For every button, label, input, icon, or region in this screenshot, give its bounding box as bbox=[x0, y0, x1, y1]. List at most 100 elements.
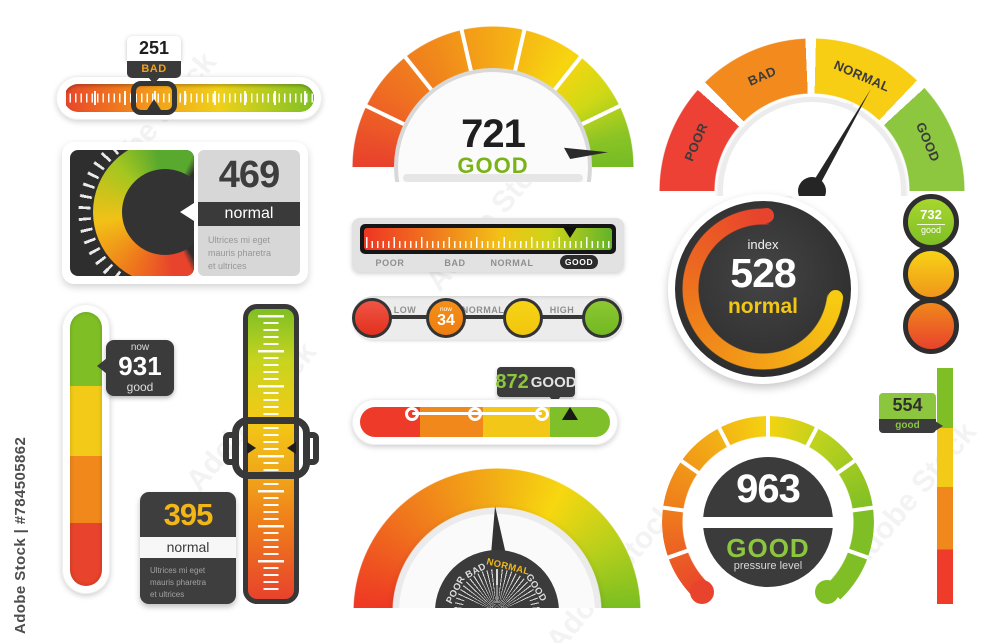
gauge-pointer-arrow bbox=[564, 147, 608, 159]
description-line: Ultrices mi eget bbox=[208, 235, 271, 245]
vertical-ruler-gauge bbox=[243, 304, 299, 604]
slider-251-handle-notch bbox=[147, 99, 161, 110]
slider-872-status: GOOD bbox=[530, 373, 577, 391]
tooltip-prefix: now bbox=[130, 342, 150, 354]
traffic-light-indicator: 732 good bbox=[902, 194, 960, 354]
step-now-label: now bbox=[440, 305, 452, 313]
ruler-clamp-handle[interactable] bbox=[232, 417, 310, 479]
slider-872-value: 872 bbox=[495, 370, 529, 393]
radial-dial-469 bbox=[70, 150, 194, 276]
traffic-light-status: good bbox=[920, 224, 942, 235]
gauge-caption: index bbox=[747, 237, 779, 252]
step-dot-red[interactable] bbox=[352, 298, 392, 338]
meter-window bbox=[360, 224, 616, 254]
vertical-bar-554 bbox=[937, 368, 953, 604]
score-card-395: 395 normal Ultrices mi eget mauris phare… bbox=[140, 492, 236, 604]
description-line: et ultrices bbox=[150, 590, 185, 599]
status-badge: normal bbox=[140, 537, 236, 558]
slider-251-ticks-major bbox=[64, 91, 314, 105]
tag-status: good bbox=[879, 419, 943, 433]
gauge-status: GOOD bbox=[457, 153, 529, 178]
gauge-progress-arc bbox=[682, 208, 844, 370]
score-card-469: 469 normal Ultrices mi eget mauris phare… bbox=[62, 142, 308, 284]
tag-pointer bbox=[935, 421, 943, 431]
slider-872-marker[interactable] bbox=[562, 407, 578, 420]
semicircle-gauge-721: 721 GOOD bbox=[350, 26, 636, 182]
vertical-gauge-tooltip: now 931 good bbox=[97, 340, 174, 396]
score-panel: 469 normal Ultrices mi eget mauris phare… bbox=[198, 150, 300, 276]
meter-marker[interactable] bbox=[563, 227, 577, 238]
arc-end-cap-yellow bbox=[828, 290, 843, 305]
tooltip-value: 931 bbox=[118, 351, 162, 382]
description-line: mauris pharetra bbox=[208, 248, 272, 259]
step-value: 34 bbox=[437, 312, 455, 330]
slider-251-tooltip: 251 BAD bbox=[127, 36, 181, 84]
needle-gauge-poor-good: POOR BAD NORMAL GOOD bbox=[657, 38, 969, 196]
segment-divider bbox=[766, 416, 770, 442]
slider-872-track[interactable] bbox=[352, 399, 618, 445]
slider-dot[interactable] bbox=[405, 407, 419, 421]
clamp-arrow-right bbox=[287, 442, 296, 454]
tooltip-pointer bbox=[148, 77, 160, 84]
slider-251-status: BAD bbox=[127, 61, 181, 78]
gauge-status: GOOD bbox=[726, 533, 810, 563]
step-indicator: LOW NORMAL HIGH now 34 bbox=[352, 296, 624, 341]
dial-gauge-bottom: POOR BAD NORMAL GOOD bbox=[352, 462, 642, 608]
description-text: Ultrices mi eget mauris pharetra et ultr… bbox=[208, 234, 271, 273]
gauge-status: normal bbox=[727, 295, 798, 319]
step-label-normal: NORMAL bbox=[461, 305, 505, 315]
description-line: mauris pharetra bbox=[150, 578, 207, 587]
circular-gauge-528: index 528 normal bbox=[668, 194, 858, 384]
linear-bar-meter: POOR BAD NORMAL GOOD bbox=[352, 218, 624, 272]
gauge-face: 963 GOOD pressure level bbox=[699, 457, 837, 587]
slider-251-track[interactable] bbox=[56, 76, 322, 120]
arc-end-ball-red bbox=[690, 580, 714, 604]
vertical-gauge-gradient bbox=[70, 312, 102, 586]
tooltip-pointer bbox=[97, 358, 107, 374]
divider-line bbox=[917, 223, 945, 225]
clamp-arrow-left bbox=[247, 442, 256, 454]
description-line: Ultrices mi eget bbox=[150, 566, 206, 575]
vertical-gauge-931[interactable] bbox=[62, 304, 110, 594]
step-dot-green[interactable] bbox=[582, 298, 622, 338]
traffic-light-red bbox=[903, 298, 959, 354]
score-value: 395 bbox=[163, 497, 214, 532]
gauge-value: 963 bbox=[736, 467, 801, 511]
slider-dot[interactable] bbox=[468, 407, 482, 421]
arc-end-cap-red bbox=[759, 208, 774, 223]
gauge-value: 528 bbox=[730, 250, 796, 296]
gauge-face: index 528 normal bbox=[675, 201, 851, 377]
ruler-ticks-major bbox=[258, 315, 284, 593]
step-label-low: LOW bbox=[393, 305, 417, 315]
face-divider-band bbox=[699, 517, 837, 528]
gauge-readout: index 528 normal bbox=[675, 237, 851, 318]
meter-label-normal: NORMAL bbox=[490, 258, 534, 268]
slider-251-handle[interactable] bbox=[131, 81, 177, 115]
gauge-value: 721 bbox=[461, 112, 526, 156]
step-connector-line bbox=[372, 315, 602, 319]
description-line: et ultrices bbox=[208, 261, 247, 272]
slider-251-value: 251 bbox=[127, 36, 181, 61]
traffic-light-value: 732 bbox=[920, 207, 942, 223]
step-dot-yellow[interactable] bbox=[503, 298, 543, 338]
needle-hub bbox=[798, 177, 826, 196]
tooltip-status: good bbox=[126, 379, 154, 394]
score-value: 469 bbox=[218, 154, 280, 196]
gauge-sublabel: pressure level bbox=[733, 560, 803, 572]
meter-label-bad: BAD bbox=[444, 258, 466, 268]
gauge-readout: 721 GOOD bbox=[394, 114, 592, 178]
gauge-base-line bbox=[403, 174, 583, 182]
meter-gradient bbox=[364, 227, 612, 250]
clamp-loop-left bbox=[223, 432, 239, 465]
traffic-light-green: 732 good bbox=[903, 194, 959, 250]
traffic-light-yellow bbox=[903, 246, 959, 302]
meter-label-good-pill: GOOD bbox=[560, 255, 598, 269]
tag-status-text: good bbox=[895, 420, 920, 431]
step-dot-current[interactable]: now 34 bbox=[426, 298, 466, 338]
slider-dot[interactable] bbox=[535, 407, 549, 421]
status-badge: normal bbox=[198, 202, 300, 226]
tag-value: 554 bbox=[879, 393, 936, 419]
arc-end-ball-green bbox=[815, 580, 839, 604]
dial-pointer-arrow bbox=[180, 201, 194, 223]
